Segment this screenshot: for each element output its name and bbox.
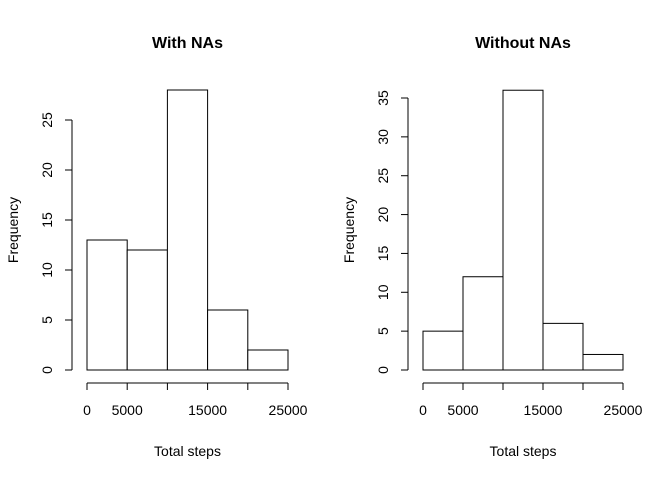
y-tick-label: 15 [375, 245, 391, 261]
y-tick-label: 20 [375, 207, 391, 223]
histogram-bar [126, 249, 168, 371]
y-tick-label: 25 [39, 112, 55, 128]
histogram-bar [422, 330, 464, 371]
y-tick-label: 0 [375, 366, 391, 374]
y-tick-label: 15 [39, 212, 55, 228]
histogram-bar [247, 349, 289, 371]
chart-title: Without NAs [475, 35, 571, 52]
histogram-bar [207, 309, 249, 371]
histogram-bar [166, 89, 209, 371]
x-tick-label: 5000 [112, 402, 143, 418]
histogram-bar [582, 353, 624, 371]
x-tick-label: 0 [83, 402, 91, 418]
y-tick-label: 10 [375, 284, 391, 300]
histogram-bar [86, 239, 128, 371]
histogram-bar [542, 322, 584, 371]
y-tick-label: 5 [39, 316, 55, 324]
x-tick-label: 5000 [447, 402, 478, 418]
y-tick-label: 35 [375, 90, 391, 106]
y-tick-label: 30 [375, 129, 391, 145]
histogram-bar [462, 276, 504, 371]
y-tick-label: 10 [39, 262, 55, 278]
x-axis-label: Total steps [490, 443, 557, 459]
panel-1: With NAs 0 5 10 15 20 25 0 5000 15000 25000 Total s… [5, 35, 308, 459]
y-axis-label: Frequency [5, 197, 21, 263]
x-tick-label: 25000 [604, 402, 643, 418]
y-tick-label: 25 [375, 168, 391, 184]
x-tick-label: 15000 [524, 402, 563, 418]
x-axis-label: Total steps [154, 443, 221, 459]
y-tick-label: 0 [39, 366, 55, 374]
y-axis-label: Frequency [341, 197, 357, 263]
y-tick-label: 5 [375, 327, 391, 335]
chart-title: With NAs [152, 35, 223, 52]
panel-2: Without NAs 0 5 10 15 20 25 30 35 0 5000 15000 25000… [341, 35, 643, 459]
histogram-bar [502, 89, 544, 371]
x-tick-label: 0 [419, 402, 427, 418]
y-tick-label: 20 [39, 162, 55, 178]
x-tick-label: 15000 [188, 402, 227, 418]
x-tick-label: 25000 [269, 402, 308, 418]
